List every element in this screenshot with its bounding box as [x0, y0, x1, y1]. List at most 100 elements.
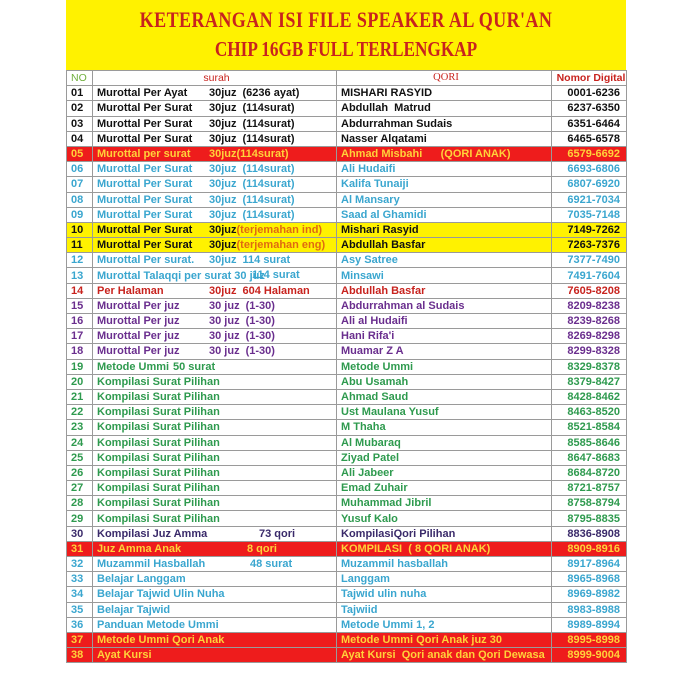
cell-qori: Ust Maulana Yusuf	[336, 404, 552, 421]
cell-nomor-digital: 8795-8835	[551, 510, 627, 527]
table-row: 16 Murottal Per juz 30 juz (1-30) Ali al Hud…	[66, 312, 627, 330]
cell-nomor-digital: 8379-8427	[551, 373, 627, 390]
surah-extra: (1-30)	[245, 330, 275, 343]
surah-detail: 30 juz (1-30)	[209, 315, 275, 328]
cell-no: 08	[66, 191, 93, 208]
cell-no: 32	[66, 555, 93, 573]
table-row: 32 Muzammil Hasballah 48 surat Muzammil has…	[66, 555, 627, 573]
surah-detail: 73 qori	[259, 527, 296, 540]
cell-nomor-digital: 8758-8794	[551, 495, 627, 512]
surah-juz: 30juz(114surat)	[209, 147, 289, 160]
surah-extra: (114surat)	[242, 132, 295, 145]
cell-qori: Al Mansary	[336, 191, 552, 208]
table-row: 10 Murottal Per Surat 30juz(terjemahan ind…	[66, 221, 627, 239]
table-row: 21 Kompilasi Surat Pilihan Ahmad Saud 8428-…	[66, 388, 627, 406]
cell-surah: Murottal Per Surat 30juz (114surat)	[92, 130, 337, 147]
surah-juz: 30juz	[209, 87, 237, 100]
surah-name: Murottal Per Surat	[97, 102, 193, 115]
cell-surah: Murottal Per juz 30 juz (1-30)	[92, 312, 337, 330]
surah-detail: 30juz 604 Halaman	[209, 284, 310, 297]
cell-nomor-digital: 6237-6350	[551, 100, 627, 117]
cell-no: 25	[66, 449, 93, 466]
cell-qori: Asy Satree	[336, 252, 552, 269]
surah-extra: (1-30)	[245, 315, 275, 327]
surah-detail: 30juz(terjemahan ind)	[209, 223, 322, 236]
cell-qori: Abdurrahman Sudais	[336, 115, 552, 132]
cell-nomor-digital: 8428-8462	[551, 388, 627, 406]
cell-qori: Nasser Alqatami	[336, 130, 552, 147]
surah-detail: 30juz (114surat)	[209, 178, 295, 191]
table-row: 04 Murottal Per Surat 30juz (114surat) Nasse…	[66, 130, 627, 147]
cell-no: 16	[66, 312, 93, 330]
table-row: 35 Belajar Tajwid Tajwiid 8983-8988	[66, 601, 627, 618]
surah-name: Belajar Tajwid Ulin Nuha	[97, 588, 225, 601]
header-no: NO	[66, 69, 93, 87]
surah-juz: 30 juz	[209, 345, 240, 358]
surah-name: Murottal Per Surat	[97, 178, 193, 191]
cell-surah: Murottal Per Surat 30juz (114surat)	[92, 115, 337, 132]
cell-qori: Ziyad Patel	[336, 449, 552, 466]
surah-name: Kompilasi Surat Pilihan	[97, 391, 220, 404]
surah-juz: 30 juz	[209, 315, 240, 327]
surah-juz: 30juz	[209, 163, 237, 176]
cell-surah: Kompilasi Surat Pilihan	[92, 495, 337, 512]
surah-name: Metode Ummi Qori Anak	[97, 634, 225, 647]
cell-surah: Murottal Per Surat 30juz(terjemahan eng)	[92, 237, 337, 254]
cell-nomor-digital: 6351-6464	[551, 115, 627, 132]
header-nomor-digital: Nomor Digital	[551, 69, 627, 87]
cell-surah: Murottal per surat 30juz(114surat)	[92, 145, 337, 163]
cell-qori: Minsawi	[336, 267, 552, 284]
cell-no: 31	[66, 540, 93, 558]
surah-extra: 604 Halaman	[242, 284, 310, 297]
cell-surah: Murottal Per Surat 30juz (114surat)	[92, 161, 337, 178]
cell-no: 03	[66, 115, 93, 132]
cell-surah: Kompilasi Surat Pilihan	[92, 434, 337, 451]
surah-name: Panduan Metode Ummi	[97, 618, 219, 631]
surah-detail: 48 surat	[250, 558, 292, 571]
cell-qori: Saad al Ghamidi	[336, 206, 552, 223]
cell-qori: Ahmad Misbahi (QORI ANAK)	[336, 145, 552, 163]
cell-qori: Ayat Kursi Qori anak dan Qori Dewasa	[336, 647, 552, 664]
cell-surah: Belajar Tajwid	[92, 601, 337, 618]
surah-juz: 30juz	[209, 208, 237, 221]
cell-qori: MISHARI RASYID	[336, 85, 552, 102]
surah-name: Murottal Per Surat	[97, 239, 193, 252]
surah-name: Murottal Per juz	[97, 330, 180, 343]
cell-surah: Juz Amma Anak 8 qori	[92, 540, 337, 558]
surah-name: Kompilasi Surat Pilihan	[97, 512, 220, 525]
cell-nomor-digital: 7035-7148	[551, 206, 627, 223]
cell-surah: Kompilasi Surat Pilihan	[92, 449, 337, 466]
surah-detail: 30juz (114surat)	[209, 132, 295, 145]
table-row: 25 Kompilasi Surat Pilihan Ziyad Patel 8647…	[66, 449, 627, 466]
table-row: 28 Kompilasi Surat Pilihan Muhammad Jibril…	[66, 495, 627, 512]
cell-qori: Abdullah Basfar	[336, 282, 552, 299]
surah-name: Murottal Talaqqi per surat 30 juz	[97, 269, 265, 282]
cell-surah: Kompilasi Surat Pilihan	[92, 464, 337, 482]
cell-qori: M Thaha	[336, 419, 552, 436]
surah-detail: 50 surat	[173, 360, 215, 373]
cell-no: 29	[66, 510, 93, 527]
surah-name: Murottal Per Surat	[97, 193, 193, 206]
cell-no: 27	[66, 480, 93, 497]
cell-qori: Emad Zuhair	[336, 480, 552, 497]
cell-no: 09	[66, 206, 93, 223]
cell-no: 10	[66, 221, 93, 239]
cell-qori: Tajwiid	[336, 601, 552, 618]
surah-juz: 73 qori	[259, 527, 296, 540]
cell-no: 06	[66, 161, 93, 178]
surah-juz: 30juz	[209, 102, 237, 115]
cell-surah: Belajar Langgam	[92, 571, 337, 588]
surah-detail: 30juz 114 surat	[209, 254, 290, 267]
surah-juz: 30juz	[209, 193, 237, 206]
surah-extra: (114surat)	[242, 193, 295, 206]
cell-no: 11	[66, 237, 93, 254]
table-row: 26 Kompilasi Surat Pilihan Ali Jabeer 8684-…	[66, 464, 627, 482]
surah-name: Murottal Per Surat	[97, 117, 193, 130]
cell-no: 34	[66, 586, 93, 603]
cell-surah: Murottal Per juz 30 juz (1-30)	[92, 297, 337, 315]
cell-no: 18	[66, 343, 93, 360]
cell-nomor-digital: 8521-8584	[551, 419, 627, 436]
cell-qori: KompilasiQori Pilihan	[336, 525, 552, 542]
cell-qori: Metode Ummi Qori Anak juz 30	[336, 631, 552, 649]
cell-surah: Murottal Per juz 30 juz (1-30)	[92, 328, 337, 345]
